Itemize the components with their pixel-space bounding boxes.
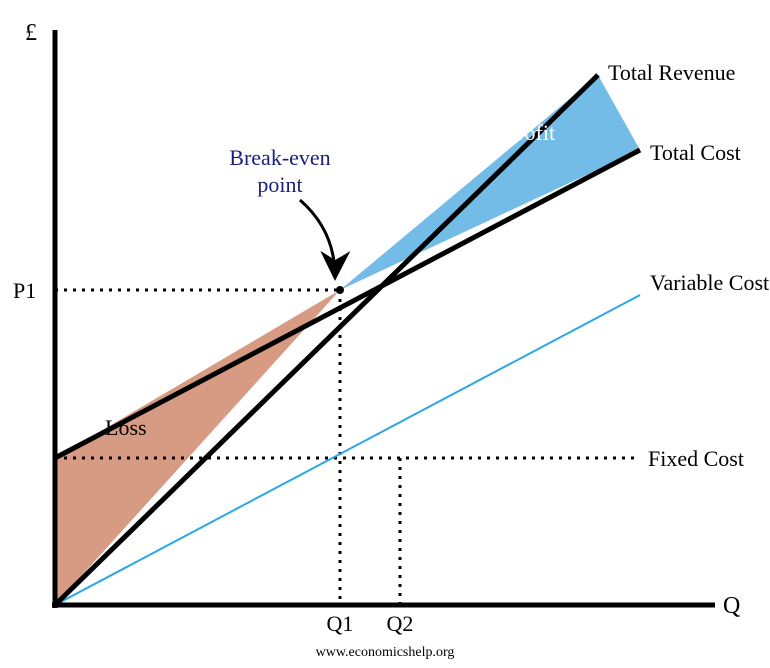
total-revenue-label: Total Revenue (608, 60, 735, 85)
x-axis-label: Q (723, 593, 740, 619)
breakeven-arrow (300, 200, 335, 278)
variable-cost-label: Variable Cost (650, 270, 769, 295)
footer-text: www.economicshelp.org (316, 645, 455, 660)
breakeven-label-line2: point (257, 172, 302, 197)
breakeven-point (336, 286, 344, 294)
profit-label: Profit (505, 120, 555, 145)
fixed-cost-label: Fixed Cost (648, 446, 744, 471)
q2-label: Q2 (387, 611, 414, 636)
breakeven-chart: £ Q P1 Q1 Q2 Total Revenue Total Cost Va… (0, 0, 770, 668)
y-axis-label: £ (25, 20, 37, 46)
q1-label: Q1 (327, 611, 354, 636)
total-cost-label: Total Cost (650, 140, 741, 165)
total-cost-line (55, 150, 640, 458)
p1-label: P1 (13, 278, 36, 303)
breakeven-label-line1: Break-even (229, 145, 330, 170)
loss-label: Loss (105, 415, 147, 440)
loss-region (55, 290, 340, 605)
